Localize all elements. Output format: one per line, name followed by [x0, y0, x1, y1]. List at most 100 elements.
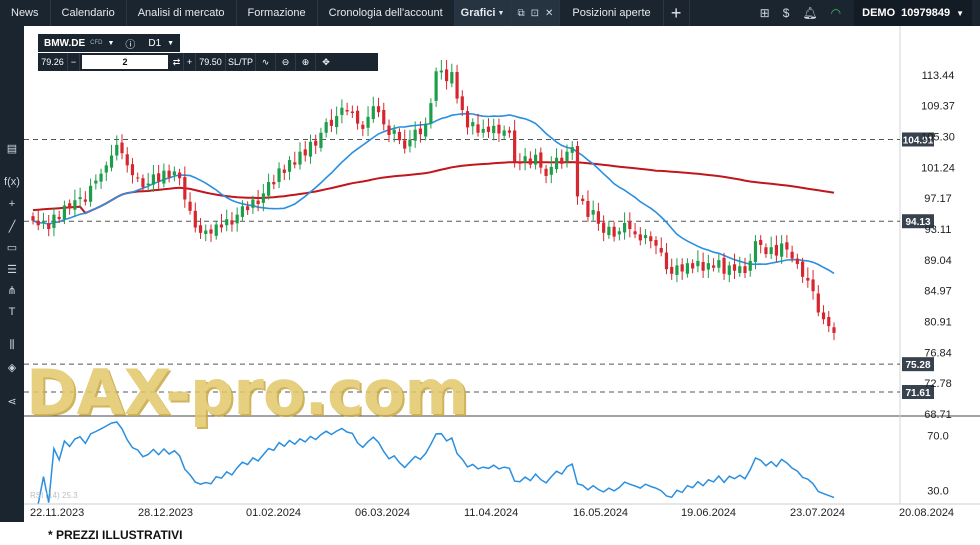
chevron-down-icon: ▼ [497, 9, 505, 17]
swap-icon[interactable]: ⇄ [170, 53, 184, 71]
indicators-icon[interactable]: ⫼ [9, 339, 15, 351]
candle-body [591, 210, 595, 215]
candle-body [340, 107, 344, 115]
level-label-box [902, 357, 934, 372]
candle-body [183, 177, 187, 200]
tab-news[interactable]: News [0, 0, 51, 26]
close-icon[interactable]: ✕ [544, 7, 554, 19]
tab-education[interactable]: Formazione [237, 0, 318, 26]
candle-body [329, 119, 334, 126]
move-icon[interactable]: ✥ [322, 56, 330, 67]
price-tick-label: 97.17 [924, 193, 952, 205]
candle-body [157, 173, 161, 182]
tab-market-analysis[interactable]: Analisi di mercato [127, 0, 237, 26]
candle-body [434, 71, 438, 101]
tab-account-history[interactable]: Cronologia dell'account [318, 0, 455, 26]
candle-body [581, 198, 585, 201]
date-tick-label: 16.05.2024 [573, 507, 628, 519]
candle-body [240, 206, 245, 217]
timeframe-label[interactable]: D1 [148, 37, 162, 49]
candle-body [717, 260, 721, 268]
buy-price[interactable]: 79.50 [196, 53, 226, 71]
candle-body [31, 216, 35, 221]
sltp-button[interactable]: SL/TP [226, 53, 256, 71]
candle-body [612, 226, 616, 237]
line-tool-icon[interactable]: ╱ [8, 221, 16, 233]
candle-body [654, 240, 658, 246]
fibonacci-icon[interactable]: ☰ [7, 264, 17, 276]
date-tick-label: 19.06.2024 [681, 507, 736, 519]
candle-body [502, 130, 506, 136]
candle-body [528, 158, 532, 165]
candle-body [492, 125, 496, 134]
decrease-volume-button[interactable]: − [68, 53, 80, 71]
symbol-label: BMW.DE [44, 37, 86, 49]
symbol-selector[interactable]: BMW.DE CFD ▼ ⓘ D1 ▼ [38, 34, 180, 52]
candle-body [664, 252, 669, 270]
layout-icon[interactable]: ▤ [6, 143, 18, 155]
function-icon[interactable]: f(x) [4, 176, 20, 188]
tab-calendar[interactable]: Calendario [51, 0, 127, 26]
candle-body [266, 182, 271, 196]
info-icon[interactable]: ⓘ [125, 39, 136, 51]
grid-icon[interactable]: ⊞ [759, 6, 770, 20]
candle-body [193, 210, 197, 228]
currency-icon[interactable]: $ [782, 6, 790, 20]
price-tick-label: 80.91 [924, 316, 952, 328]
level-label-box [902, 214, 934, 229]
candle-body [727, 265, 731, 275]
candle-body [376, 106, 381, 113]
candle-body [125, 154, 129, 166]
add-tab-button[interactable]: + [664, 0, 690, 26]
popout-icon[interactable]: ⧉ [517, 7, 525, 19]
candle-body [570, 147, 574, 153]
bell-icon[interactable]: 🔔︎ [802, 6, 818, 20]
volume-input[interactable]: 2 [82, 55, 168, 69]
account-mode: DEMO [862, 7, 896, 19]
candle-body [188, 201, 192, 211]
watermark-logo: DAX-pro.com [26, 356, 469, 429]
candle-body [649, 236, 653, 242]
candle-body [78, 197, 82, 200]
candle-body [115, 144, 119, 156]
level-label: 104.91 [903, 135, 934, 146]
date-tick-label: 28.12.2023 [138, 507, 193, 519]
date-tick-label: 11.04.2024 [464, 507, 518, 519]
candle-body [141, 178, 145, 188]
pitchfork-icon[interactable]: ⋔ [7, 285, 17, 297]
crosshair-icon[interactable]: + [8, 198, 16, 210]
pin-icon[interactable]: ⊡ [530, 7, 539, 19]
candle-body [408, 139, 412, 147]
candle-body [397, 131, 402, 141]
rectangle-tool-icon[interactable]: ▭ [6, 242, 18, 254]
tab-open-positions[interactable]: Posizioni aperte [560, 0, 664, 26]
tab-charts[interactable]: Grafici ▼ [454, 0, 512, 26]
candle-body [94, 180, 98, 184]
zoom-out-icon[interactable]: ⊖ [276, 53, 296, 71]
sell-price[interactable]: 79.26 [38, 53, 68, 71]
share-icon[interactable]: ⋖ [7, 396, 17, 408]
price-tick-label: 93.11 [925, 224, 952, 236]
candle-body [83, 199, 87, 202]
account-selector[interactable]: DEMO 10979849 ▼ [854, 0, 972, 26]
candle-body [62, 205, 67, 220]
candle-body [738, 266, 742, 274]
line-chart-icon[interactable]: ∿ [256, 53, 276, 71]
candle-body [277, 168, 281, 183]
tab-charts-tools: ⧉ ⊡ ✕ [511, 0, 561, 26]
candle-body [209, 229, 213, 234]
layers-icon[interactable]: ◈ [7, 362, 17, 374]
text-tool-icon[interactable]: T [8, 306, 16, 318]
zoom-in-icon[interactable]: ⊕ [296, 53, 316, 71]
candle-body [235, 214, 239, 224]
candle-body [460, 96, 464, 110]
candle-body [120, 142, 124, 154]
candle-body [429, 103, 433, 124]
increase-volume-button[interactable]: + [184, 53, 196, 71]
price-chart[interactable]: 104.91 94.13 75.28 71.61 113.44 109.37 105.30… [24, 26, 980, 522]
chart-panel[interactable]: 104.91 94.13 75.28 71.61 113.44 109.37 105.30… [24, 26, 980, 522]
candle-body [743, 266, 747, 274]
candle-body [680, 264, 684, 272]
candle-body [533, 154, 538, 165]
candle-body [68, 203, 72, 209]
